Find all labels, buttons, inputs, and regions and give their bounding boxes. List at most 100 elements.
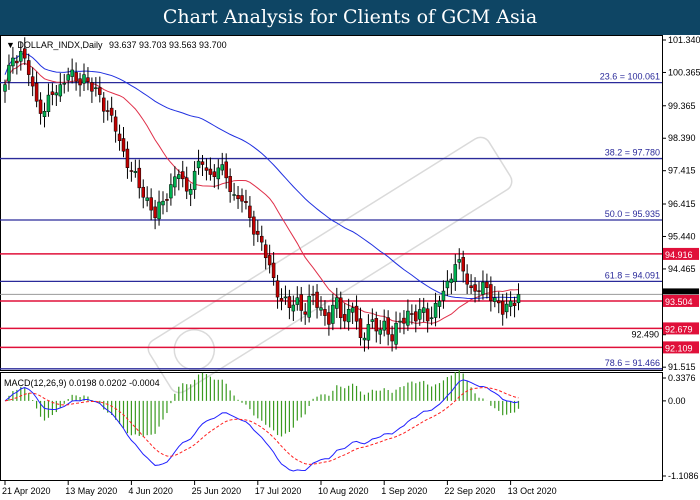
fib-label: 23.6 = 100.061 — [600, 72, 660, 82]
candle-body — [374, 318, 379, 332]
candle-body — [390, 334, 394, 342]
candle-body — [188, 189, 193, 195]
x-tick-label: 17 Jul 2020 — [255, 486, 302, 496]
candle-body — [153, 206, 157, 219]
candle-body — [402, 317, 406, 324]
candle-body — [489, 284, 493, 301]
candle-body — [362, 337, 367, 341]
watermark-outline — [147, 136, 513, 394]
fib-label: 61.8 = 94.091 — [605, 270, 660, 280]
candle-body — [256, 230, 260, 235]
candle-body — [311, 293, 315, 296]
candle-body — [319, 307, 323, 311]
sr-price-box — [663, 322, 699, 335]
candle-body — [248, 205, 252, 219]
candle-body — [244, 201, 248, 203]
candle-body — [236, 195, 240, 200]
candle-body — [267, 255, 272, 266]
candle-body — [74, 72, 78, 82]
candle-body — [50, 91, 55, 95]
candle-body — [133, 171, 138, 173]
candle-body — [34, 82, 39, 102]
candle-body — [165, 199, 169, 201]
candle-body — [30, 76, 35, 87]
candle-body — [465, 273, 469, 285]
candle-body — [161, 200, 165, 206]
candle-body — [240, 195, 244, 202]
y-tick-label: 92.490 — [631, 330, 659, 340]
candle-body — [232, 194, 236, 196]
y-tick-label: 91.515 — [668, 362, 696, 372]
candle-body — [512, 302, 517, 307]
candle-body — [386, 317, 390, 335]
chart-title: Chart Analysis for Clients of GCM Asia — [0, 0, 700, 35]
macd-tick-label: -1.1086 — [668, 471, 699, 481]
candle-body — [141, 186, 145, 198]
candle-body — [429, 317, 434, 319]
x-tick-label: 1 Sep 2020 — [381, 486, 427, 496]
candle-body — [410, 313, 414, 315]
candle-body — [58, 84, 63, 97]
candle-body — [477, 290, 481, 292]
candle-body — [295, 297, 300, 305]
candle-body — [303, 311, 307, 315]
candle-body — [342, 314, 347, 322]
candle-body — [437, 300, 442, 307]
candle-body — [208, 168, 213, 175]
candle-body — [394, 322, 398, 345]
candle-body — [461, 257, 465, 272]
candle-body — [66, 74, 70, 81]
sr-price-box — [663, 294, 699, 307]
candle-body — [137, 167, 142, 189]
macd-panel — [0, 372, 663, 481]
candle-body — [279, 298, 284, 302]
candle-body — [70, 69, 74, 77]
candle-body — [149, 197, 153, 211]
candle-body — [508, 300, 513, 307]
candle-body — [366, 324, 371, 341]
candle-body — [263, 244, 268, 259]
candle-body — [425, 308, 430, 322]
candle-body — [382, 320, 386, 331]
candle-body — [504, 303, 509, 313]
candle-body — [224, 161, 228, 179]
candle-body — [200, 161, 205, 165]
candle-body — [46, 94, 51, 113]
candle-body — [445, 280, 450, 289]
candle-body — [145, 197, 149, 201]
y-tick-label: 100.365 — [668, 67, 700, 77]
y-tick-label: 98.390 — [668, 133, 696, 143]
x-tick-label: 13 Oct 2020 — [508, 486, 557, 496]
sr-price-box — [663, 341, 699, 354]
candle-body — [98, 87, 102, 95]
candle-body — [42, 111, 47, 118]
sr-price-label: 94.916 — [665, 250, 693, 260]
ma-slow-line — [4, 52, 519, 300]
y-tick-label: 96.415 — [668, 199, 696, 209]
candle-body — [350, 307, 355, 313]
candle-body — [299, 294, 303, 311]
ma-fast-line — [4, 62, 519, 324]
candle-body — [117, 133, 122, 142]
candle-body — [19, 51, 23, 62]
candle-body — [457, 259, 461, 263]
candle-body — [109, 107, 114, 116]
candle-body — [212, 171, 217, 178]
sr-price-label: 93.504 — [665, 297, 693, 307]
price-chart: 101.340 100.365 99.365 98.390 97.415 96.415 95… — [0, 35, 700, 496]
sr-price-label: 92.679 — [665, 324, 693, 334]
candle-body — [26, 60, 31, 75]
candle-body — [449, 278, 454, 283]
candle-body — [23, 48, 27, 59]
fib-label: 38.2 = 97.780 — [605, 148, 660, 158]
main-panel — [0, 35, 663, 371]
y-tick-label: 97.415 — [668, 166, 696, 176]
x-tick-label: 25 Jun 2020 — [192, 486, 242, 496]
candle-body — [78, 78, 82, 86]
candle-body — [94, 87, 98, 89]
candle-body — [378, 329, 382, 335]
macd-tick-label: 0.3376 — [668, 373, 696, 383]
candle-body — [181, 171, 185, 180]
candle-body — [323, 309, 327, 316]
candle-body — [485, 281, 489, 289]
